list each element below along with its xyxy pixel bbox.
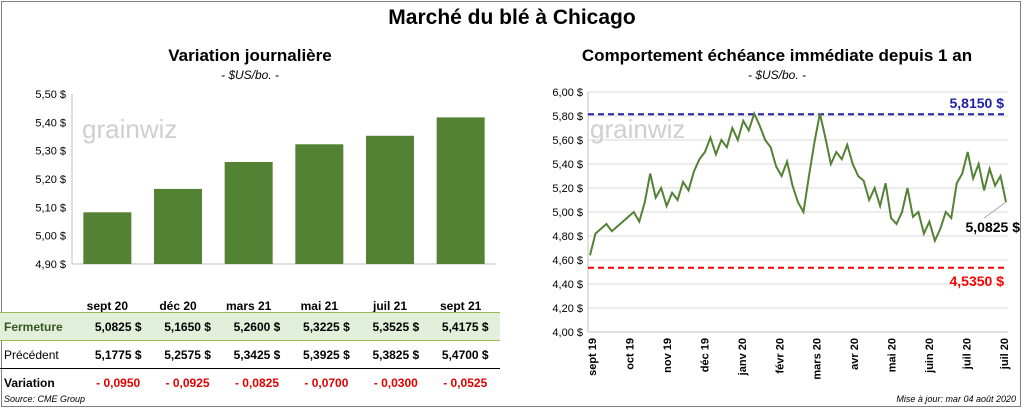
x-tick-label: juin 20: [924, 338, 936, 374]
x-tick-label: sept 21: [440, 299, 482, 313]
y-tick-label: 4,80 $: [552, 231, 583, 243]
table-cell: - 0,0825: [222, 368, 292, 396]
y-tick-label: 4,40 $: [552, 279, 583, 291]
y-tick-label: 5,80 $: [552, 111, 583, 123]
main-title: Marché du blé à Chicago: [388, 6, 636, 29]
bar: [224, 162, 273, 264]
x-tick-label: sept 20: [87, 299, 129, 313]
table-cell: 5,3225 $: [291, 312, 362, 341]
last-value-leader: [983, 201, 1007, 219]
y-tick-label: 5,60 $: [552, 135, 583, 147]
y-tick-label: 5,40 $: [552, 159, 583, 171]
y-tick-label: 5,30 $: [35, 146, 66, 158]
x-tick-label: juil 20: [999, 338, 1011, 370]
y-tick-label: 5,40 $: [35, 117, 66, 129]
table-cell: 5,3425 $: [233, 347, 281, 362]
y-tick-label: 5,10 $: [35, 202, 66, 214]
x-tick-label: avr 20: [849, 338, 861, 370]
table-cell: - 0,0700: [291, 368, 362, 396]
row-label: Précédent: [4, 347, 59, 362]
bar: [295, 144, 344, 264]
table-cell: - 0,0525: [430, 368, 500, 396]
x-tick-label: déc 19: [699, 338, 711, 372]
table-cell: - 0,0300: [361, 368, 431, 396]
table-cell: 5,2575 $: [164, 347, 211, 362]
x-tick-label: janv 20: [737, 338, 749, 376]
y-tick-label: 4,60 $: [552, 255, 583, 267]
bar-chart-title: Variation journalière: [168, 46, 332, 65]
series-line: [589, 110, 1007, 256]
table-cell: 5,1650 $: [152, 312, 223, 341]
table-cell: 5,0825 $: [83, 312, 153, 341]
table-row-precedent: Précédent 5,1775 $ 5,2575 $ 5,3425 $ 5,3…: [0, 341, 500, 369]
table-row-variation: Variation - 0,0950 - 0,0925 - 0,0825 - 0…: [0, 368, 500, 396]
table-cell: 5,4175 $: [430, 312, 500, 341]
lower-line-label: 4,5350 $: [950, 273, 1005, 289]
price-table: Fermeture 5,0825 $ 5,1650 $ 5,2600 $ 5,3…: [0, 312, 500, 396]
y-tick-label: 5,00 $: [35, 231, 66, 243]
x-tick-label: juil 20: [962, 338, 974, 370]
y-tick-label: 4,90 $: [35, 259, 66, 271]
x-tick-label: sept 19: [587, 338, 599, 376]
table-cell: 5,2600 $: [222, 312, 292, 341]
y-tick-label: 5,00 $: [552, 207, 583, 219]
bar: [366, 135, 414, 264]
line-chart-title: Comportement échéance immédiate depuis 1…: [581, 46, 973, 65]
bar-chart: 4,90 $ 5,00 $ 5,10 $ 5,20 $ 5,30 $ 5,40 $ 5,50…: [35, 89, 496, 313]
y-tick-label: 5,20 $: [552, 183, 583, 195]
x-tick-label: juil 21: [372, 299, 407, 313]
x-tick-label: déc 20: [159, 299, 197, 313]
table-cell: 5,4700 $: [441, 347, 489, 362]
x-tick-label: mars 21: [226, 299, 272, 313]
bar-chart-unit: - $US/bo. -: [220, 68, 280, 82]
x-tick-label: nov 19: [662, 338, 674, 373]
x-tick-label: mai 20: [887, 338, 899, 372]
table-cell: - 0,0925: [152, 368, 223, 396]
watermark-logo: grainwiz: [82, 114, 177, 144]
table-row-fermeture: Fermeture 5,0825 $ 5,1650 $ 5,2600 $ 5,3…: [0, 312, 500, 341]
y-tick-label: 6,00 $: [552, 87, 583, 99]
row-label: Variation: [0, 368, 84, 396]
x-tick-label: oct 19: [624, 338, 636, 370]
line-chart: 4,00 $ 4,20 $ 4,40 $ 4,60 $ 4,80 $ 5,00 $ 5,20…: [552, 87, 1021, 380]
y-tick-label: 4,00 $: [552, 327, 583, 339]
watermark-logo: grainwiz: [590, 114, 685, 144]
table-cell: 5,1775 $: [94, 347, 142, 362]
line-chart-unit: - $US/bo. -: [747, 68, 807, 82]
bar: [83, 212, 132, 264]
y-tick-label: 4,20 $: [552, 303, 583, 315]
x-tick-label: mars 20: [812, 338, 824, 380]
bar: [436, 117, 485, 264]
x-tick-label: mai 21: [301, 299, 339, 313]
source-note: Source: CME Group: [4, 394, 86, 404]
table-cell: - 0,0950: [83, 368, 153, 396]
bar: [154, 188, 202, 264]
x-tick-label: févr 20: [774, 338, 786, 373]
y-tick-label: 5,20 $: [35, 174, 66, 186]
table-cell: 5,3525 $: [361, 312, 431, 341]
table-cell: 5,3925 $: [303, 347, 350, 362]
table-cell: 5,3825 $: [372, 347, 420, 362]
last-value-label: 5,0825 $: [966, 219, 1021, 235]
upper-line-label: 5,8150 $: [950, 95, 1005, 111]
y-tick-label: 5,50 $: [35, 89, 66, 101]
update-note: Mise à jour: mar 04 août 2020: [896, 394, 1016, 404]
row-label: Fermeture: [0, 312, 84, 341]
